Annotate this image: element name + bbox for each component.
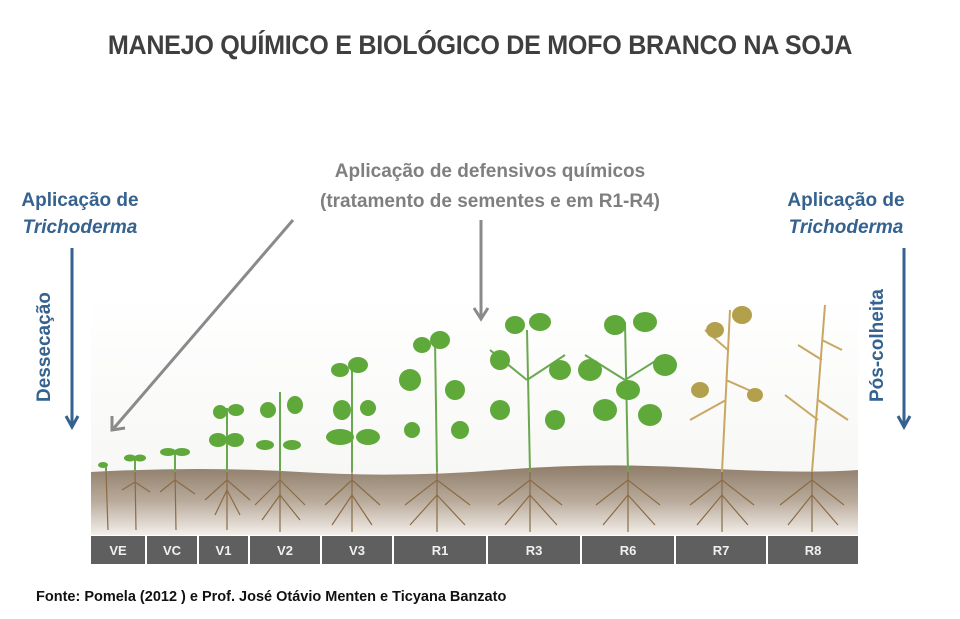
right-trichoderma-line1: Aplicação de	[787, 190, 905, 211]
stage-v1: V1	[199, 536, 248, 564]
stage-r6: R6	[582, 536, 674, 564]
stage-r8: R8	[768, 536, 858, 564]
chemical-line1: Aplicação de defensivos químicos	[334, 161, 646, 182]
left-trichoderma-label: Aplicação de Trichoderma	[0, 187, 160, 241]
right-trichoderma-line2: Trichoderma	[766, 214, 926, 241]
stage-ve: VE	[91, 536, 145, 564]
source-citation: Fonte: Pomela (2012 ) e Prof. José Otávi…	[36, 589, 507, 605]
left-trichoderma-line1: Aplicação de	[21, 190, 139, 211]
stage-v2: V2	[250, 536, 320, 564]
trichoderma-italic: Trichoderma	[788, 217, 904, 238]
yellowing-leaves	[691, 306, 763, 402]
chemical-vertical-arrow-icon	[472, 220, 490, 322]
chemical-line2: (tratamento de sementes e em R1-R4)	[320, 191, 660, 212]
growth-stage-bar: VE VC V1 V2 V3 R1 R3 R6 R7 R8	[91, 536, 858, 564]
soil-layer	[91, 465, 858, 535]
left-trichoderma-line2: Trichoderma	[0, 214, 160, 241]
chemical-diagonal-arrow-icon	[110, 219, 295, 432]
stage-v3: V3	[322, 536, 392, 564]
stage-r7: R7	[676, 536, 766, 564]
stage-r1: R1	[394, 536, 486, 564]
leaves	[98, 312, 677, 468]
page-title: MANEJO QUÍMICO E BIOLÓGICO DE MOFO BRANC…	[107, 30, 853, 60]
dry-stems	[689, 304, 849, 473]
right-blue-arrow-icon	[896, 248, 912, 431]
roots	[105, 469, 845, 532]
left-blue-arrow-icon	[64, 248, 80, 431]
stage-vc: VC	[147, 536, 197, 564]
trichoderma-italic: Trichoderma	[22, 217, 138, 238]
right-trichoderma-label: Aplicação de Trichoderma	[766, 187, 926, 241]
chemical-application-label: Aplicação de defensivos químicos (tratam…	[250, 157, 730, 217]
stage-r3: R3	[488, 536, 580, 564]
